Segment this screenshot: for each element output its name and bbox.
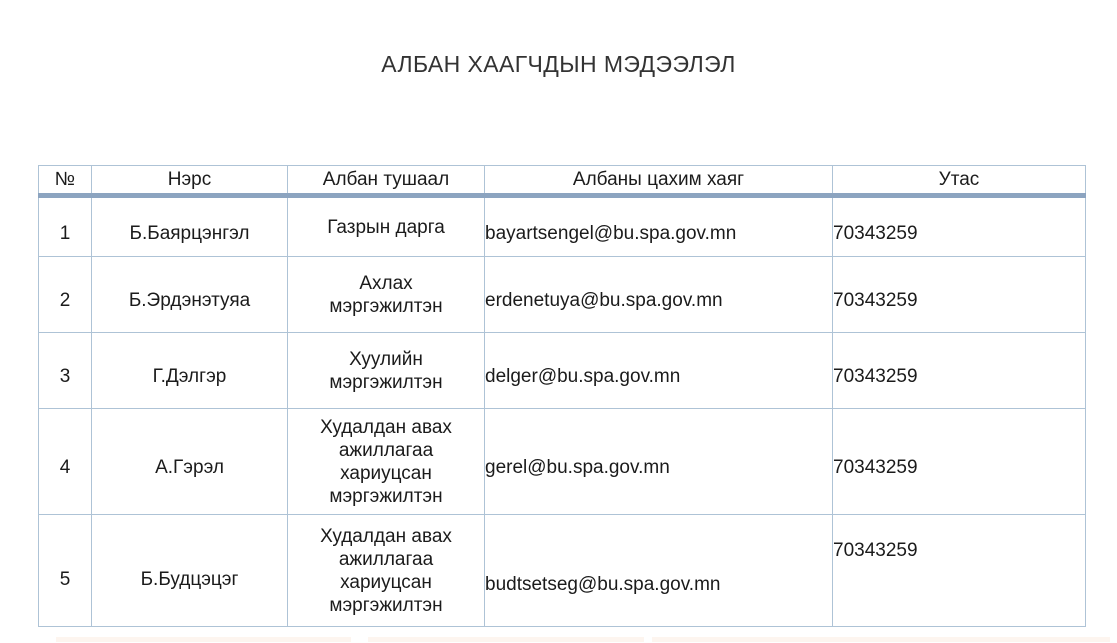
cell-email: budtsetseg@bu.spa.gov.mn <box>484 514 833 627</box>
cell-name: Г.Дэлгэр <box>91 332 288 409</box>
table-row: 5 Б.Будцэцэг Худалдан авах ажиллагаа хар… <box>38 514 1086 627</box>
cell-phone: 70343259 <box>832 332 1086 409</box>
cutoff-row-hint <box>56 637 351 642</box>
cell-position: Худалдан авах ажиллагаа хариуцсан мэргэж… <box>287 408 485 515</box>
cell-position: Хуулийн мэргэжилтэн <box>287 332 485 409</box>
table-row: 2 Б.Эрдэнэтуяа Ахлах мэргэжилтэн erdenet… <box>38 256 1086 333</box>
cell-email: erdenetuya@bu.spa.gov.mn <box>484 256 833 333</box>
header-position: Албан тушаал <box>287 165 485 198</box>
cell-phone: 70343259 <box>832 256 1086 333</box>
table-row: 3 Г.Дэлгэр Хуулийн мэргэжилтэн delger@bu… <box>38 332 1086 409</box>
cell-phone: 70343259 <box>832 408 1086 515</box>
header-number: № <box>38 165 92 198</box>
cell-position: Ахлах мэргэжилтэн <box>287 256 485 333</box>
cell-number: 1 <box>38 195 92 257</box>
cell-name: Б.Баярцэнгэл <box>91 195 288 257</box>
cell-email: gerel@bu.spa.gov.mn <box>484 408 833 515</box>
table-row: 1 Б.Баярцэнгэл Газрын дарга bayartsengel… <box>38 195 1086 257</box>
cell-name: А.Гэрэл <box>91 408 288 515</box>
table-header-row: № Нэрс Албан тушаал Албаны цахим хаяг Ут… <box>38 165 1086 198</box>
cell-phone: 70343259 <box>832 514 1086 627</box>
cutoff-row-hint <box>652 637 1110 642</box>
cell-position: Газрын дарга <box>287 195 485 257</box>
staff-info-table: № Нэрс Албан тушаал Албаны цахим хаяг Ут… <box>38 165 1086 627</box>
cell-number: 4 <box>38 408 92 515</box>
cell-number: 5 <box>38 514 92 627</box>
cell-email: delger@bu.spa.gov.mn <box>484 332 833 409</box>
cell-phone: 70343259 <box>832 195 1086 257</box>
cell-number: 3 <box>38 332 92 409</box>
header-name: Нэрс <box>91 165 288 198</box>
table-row: 4 А.Гэрэл Худалдан авах ажиллагаа хариуц… <box>38 408 1086 515</box>
cell-email: bayartsengel@bu.spa.gov.mn <box>484 195 833 257</box>
cutoff-row-hint <box>368 637 644 642</box>
cell-number: 2 <box>38 256 92 333</box>
cell-position: Худалдан авах ажиллагаа хариуцсан мэргэж… <box>287 514 485 627</box>
header-email: Албаны цахим хаяг <box>484 165 833 198</box>
page-title: АЛБАН ХААГЧДЫН МЭДЭЭЛЭЛ <box>381 51 736 77</box>
header-phone: Утас <box>832 165 1086 198</box>
cell-name: Б.Будцэцэг <box>91 514 288 627</box>
cell-name: Б.Эрдэнэтуяа <box>91 256 288 333</box>
